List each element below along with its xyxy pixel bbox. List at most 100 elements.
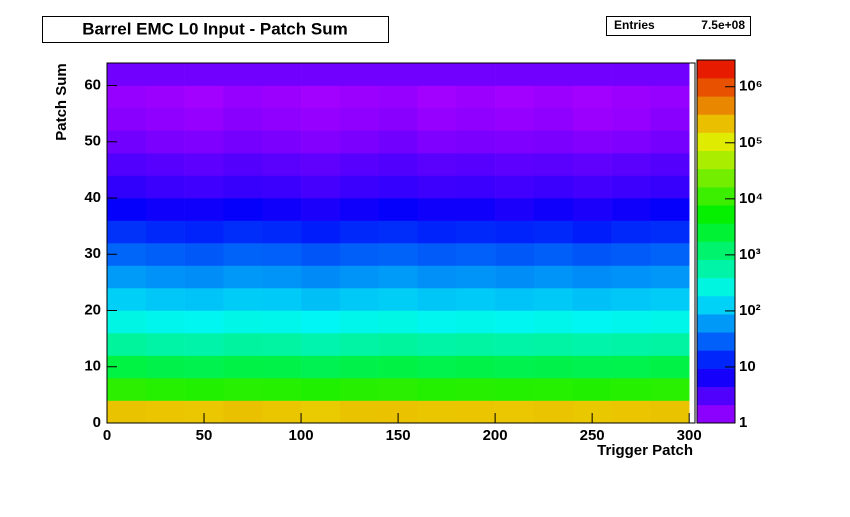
color-band [697,350,735,369]
color-band [697,96,735,115]
heatmap-cell [301,85,341,109]
heatmap-cell [145,153,185,176]
heatmap-cell [262,400,302,424]
heatmap-cell [145,220,185,244]
heatmap-cell [184,355,224,379]
color-band [697,404,735,424]
heatmap-cell [145,130,185,154]
heatmap-cell [107,265,147,289]
heatmap-cell [456,310,496,334]
heatmap-cell [456,288,496,311]
heatmap-cell [339,175,379,199]
heatmap-cell [650,108,690,131]
heatmap-cell [650,265,690,289]
heatmap-cell [262,198,302,221]
heatmap-cell [650,288,690,311]
heatmap-cell [495,198,535,221]
heatmap-cell [339,243,379,266]
color-bar-frame [696,59,736,424]
heatmap-cell [572,288,612,311]
heatmap-cell [495,333,535,356]
heatmap-cell [572,220,612,244]
heatmap-cell [339,288,379,311]
heatmap-cell [417,130,457,154]
heatmap-cell [650,220,690,244]
heatmap-cell [417,378,457,401]
heatmap-cell [650,153,690,176]
heatmap-cell [572,333,612,356]
heatmap-cell [572,175,612,199]
heatmap-cell [339,108,379,131]
heatmap-cell [611,63,651,86]
heatmap-cell [650,175,690,199]
heatmap-cell [107,243,147,266]
heatmap-cell [223,63,263,86]
heatmap-cell [456,220,496,244]
heatmap-cell [417,400,457,424]
x-tick-label: 50 [196,427,213,444]
heatmap-cell [223,108,263,131]
heatmap-cell [184,265,224,289]
heatmap-cell [533,355,574,379]
heatmap-cell [611,153,651,176]
heatmap-cell [572,198,612,221]
heatmap-cell [533,85,574,109]
heatmap-cell [378,400,418,424]
heatmap-cell [650,378,690,401]
heatmap-cell [301,63,341,86]
heatmap-cell [495,378,535,401]
heatmap-cell [611,310,651,334]
heatmap-cell [145,265,185,289]
heatmap-cell [417,175,457,199]
color-band [697,259,735,279]
x-tick-label: 0 [103,427,111,444]
color-band [697,277,735,297]
heatmap-cell [495,220,535,244]
heatmap-cell [145,63,185,86]
heatmap-cell [107,130,147,154]
heatmap-cell [339,355,379,379]
heatmap-cell [456,333,496,356]
heatmap-cell [262,355,302,379]
heatmap-cell [184,378,224,401]
color-band [697,241,735,260]
color-band [697,60,735,79]
heatmap-cell [107,355,147,379]
heatmap-cell [107,310,147,334]
color-band [697,368,735,387]
heatmap-cell [145,333,185,356]
heatmap-cell [456,355,496,379]
heatmap-cell [339,333,379,356]
heatmap-cell [223,310,263,334]
heatmap-cell [611,85,651,109]
heatmap-cell [611,378,651,401]
heatmap-cell [417,265,457,289]
heatmap-cell [223,355,263,379]
heatmap-cell [145,85,185,109]
heatmap-cell [262,153,302,176]
heatmap-cell [650,85,690,109]
x-tick-label: 150 [386,427,411,444]
heatmap-cell [533,175,574,199]
heatmap-cell [262,265,302,289]
heatmap-cell [611,355,651,379]
color-band [697,114,735,133]
heatmap-cell [378,198,418,221]
heatmap-cell [378,130,418,154]
heatmap-cell [378,310,418,334]
heatmap-cell [456,243,496,266]
heatmap-cell [107,153,147,176]
color-band [697,314,735,333]
heatmap-cell [533,265,574,289]
heatmap-cell [611,108,651,131]
heatmap-cell [301,400,341,424]
heatmap-cell [611,243,651,266]
heatmap-cell [456,63,496,86]
heatmap-cell [107,288,147,311]
heatmap-cell [301,333,341,356]
heatmap-cell [145,108,185,131]
heatmap-cell [301,265,341,289]
heatmap-cell [378,243,418,266]
heatmap-cell [572,310,612,334]
